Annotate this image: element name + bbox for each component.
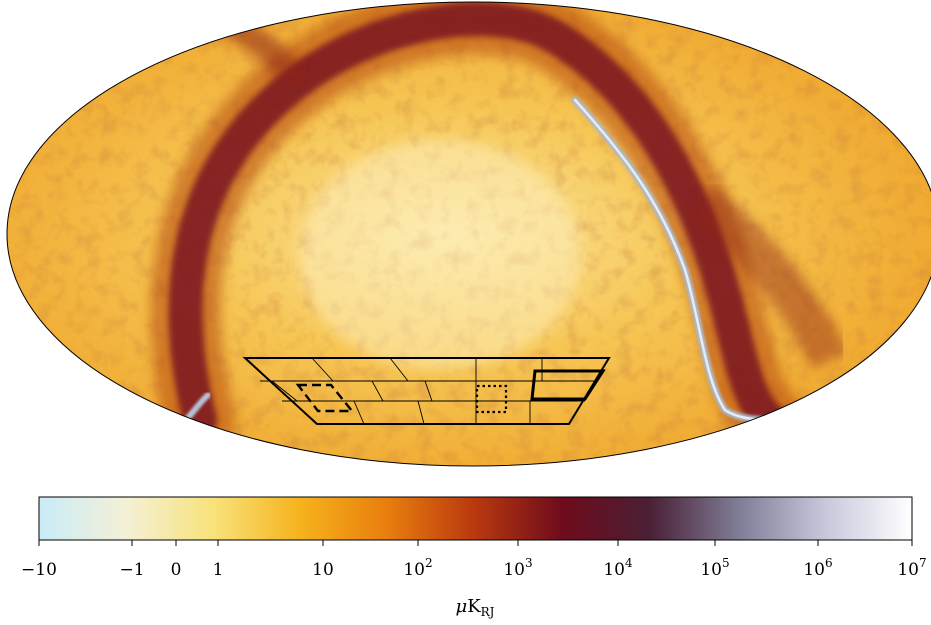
unit-main: K <box>467 596 481 617</box>
colorbar-tick-label: −10 <box>21 560 57 580</box>
colorbar-unit-label: μKRJ <box>455 596 494 619</box>
colorbar-gradient <box>38 496 913 541</box>
colorbar-tick-label: −1 <box>119 560 144 580</box>
footprint-col-line <box>371 380 384 402</box>
sky-map-outline <box>6 1 931 467</box>
sky-map <box>7 2 931 466</box>
field-dashed <box>295 383 355 413</box>
colorbar-tick-label: 103 <box>503 556 532 580</box>
footprint-col-line <box>353 400 365 425</box>
unit-sub: RJ <box>481 605 495 619</box>
footprint-col-line <box>311 357 334 382</box>
dark-region-right <box>687 184 848 370</box>
colorbar-tick-label: 0 <box>171 560 182 580</box>
colorbar-tick-label: 105 <box>700 556 729 580</box>
inner-bright-region <box>300 140 580 370</box>
footprint-col-line <box>389 357 409 382</box>
colorbar-tick-label: 10 <box>312 560 334 580</box>
bright-ridge-core <box>573 98 782 422</box>
footprint-col-line <box>271 380 298 402</box>
field-solid <box>530 369 606 401</box>
colorbar-tick-label: 104 <box>603 556 633 580</box>
colorbar: −10 −1 0 1 10 102 103 104 105 106 107 μKRJ <box>21 496 927 619</box>
galactic-band <box>168 2 787 437</box>
footprint-col-line <box>291 400 318 425</box>
colorbar-ticks: −10 −1 0 1 10 102 103 104 105 106 107 <box>21 540 927 580</box>
colorbar-tick-label: 107 <box>897 556 926 580</box>
survey-footprint <box>242 357 611 425</box>
footprint-col-line <box>424 380 433 402</box>
footprint-col-line <box>417 400 425 425</box>
colorbar-tick-label: 106 <box>803 556 832 580</box>
unit-prefix: μ <box>455 596 467 617</box>
colorbar-tick-label: 102 <box>403 556 432 580</box>
colorbar-tick-label: 1 <box>213 560 224 580</box>
